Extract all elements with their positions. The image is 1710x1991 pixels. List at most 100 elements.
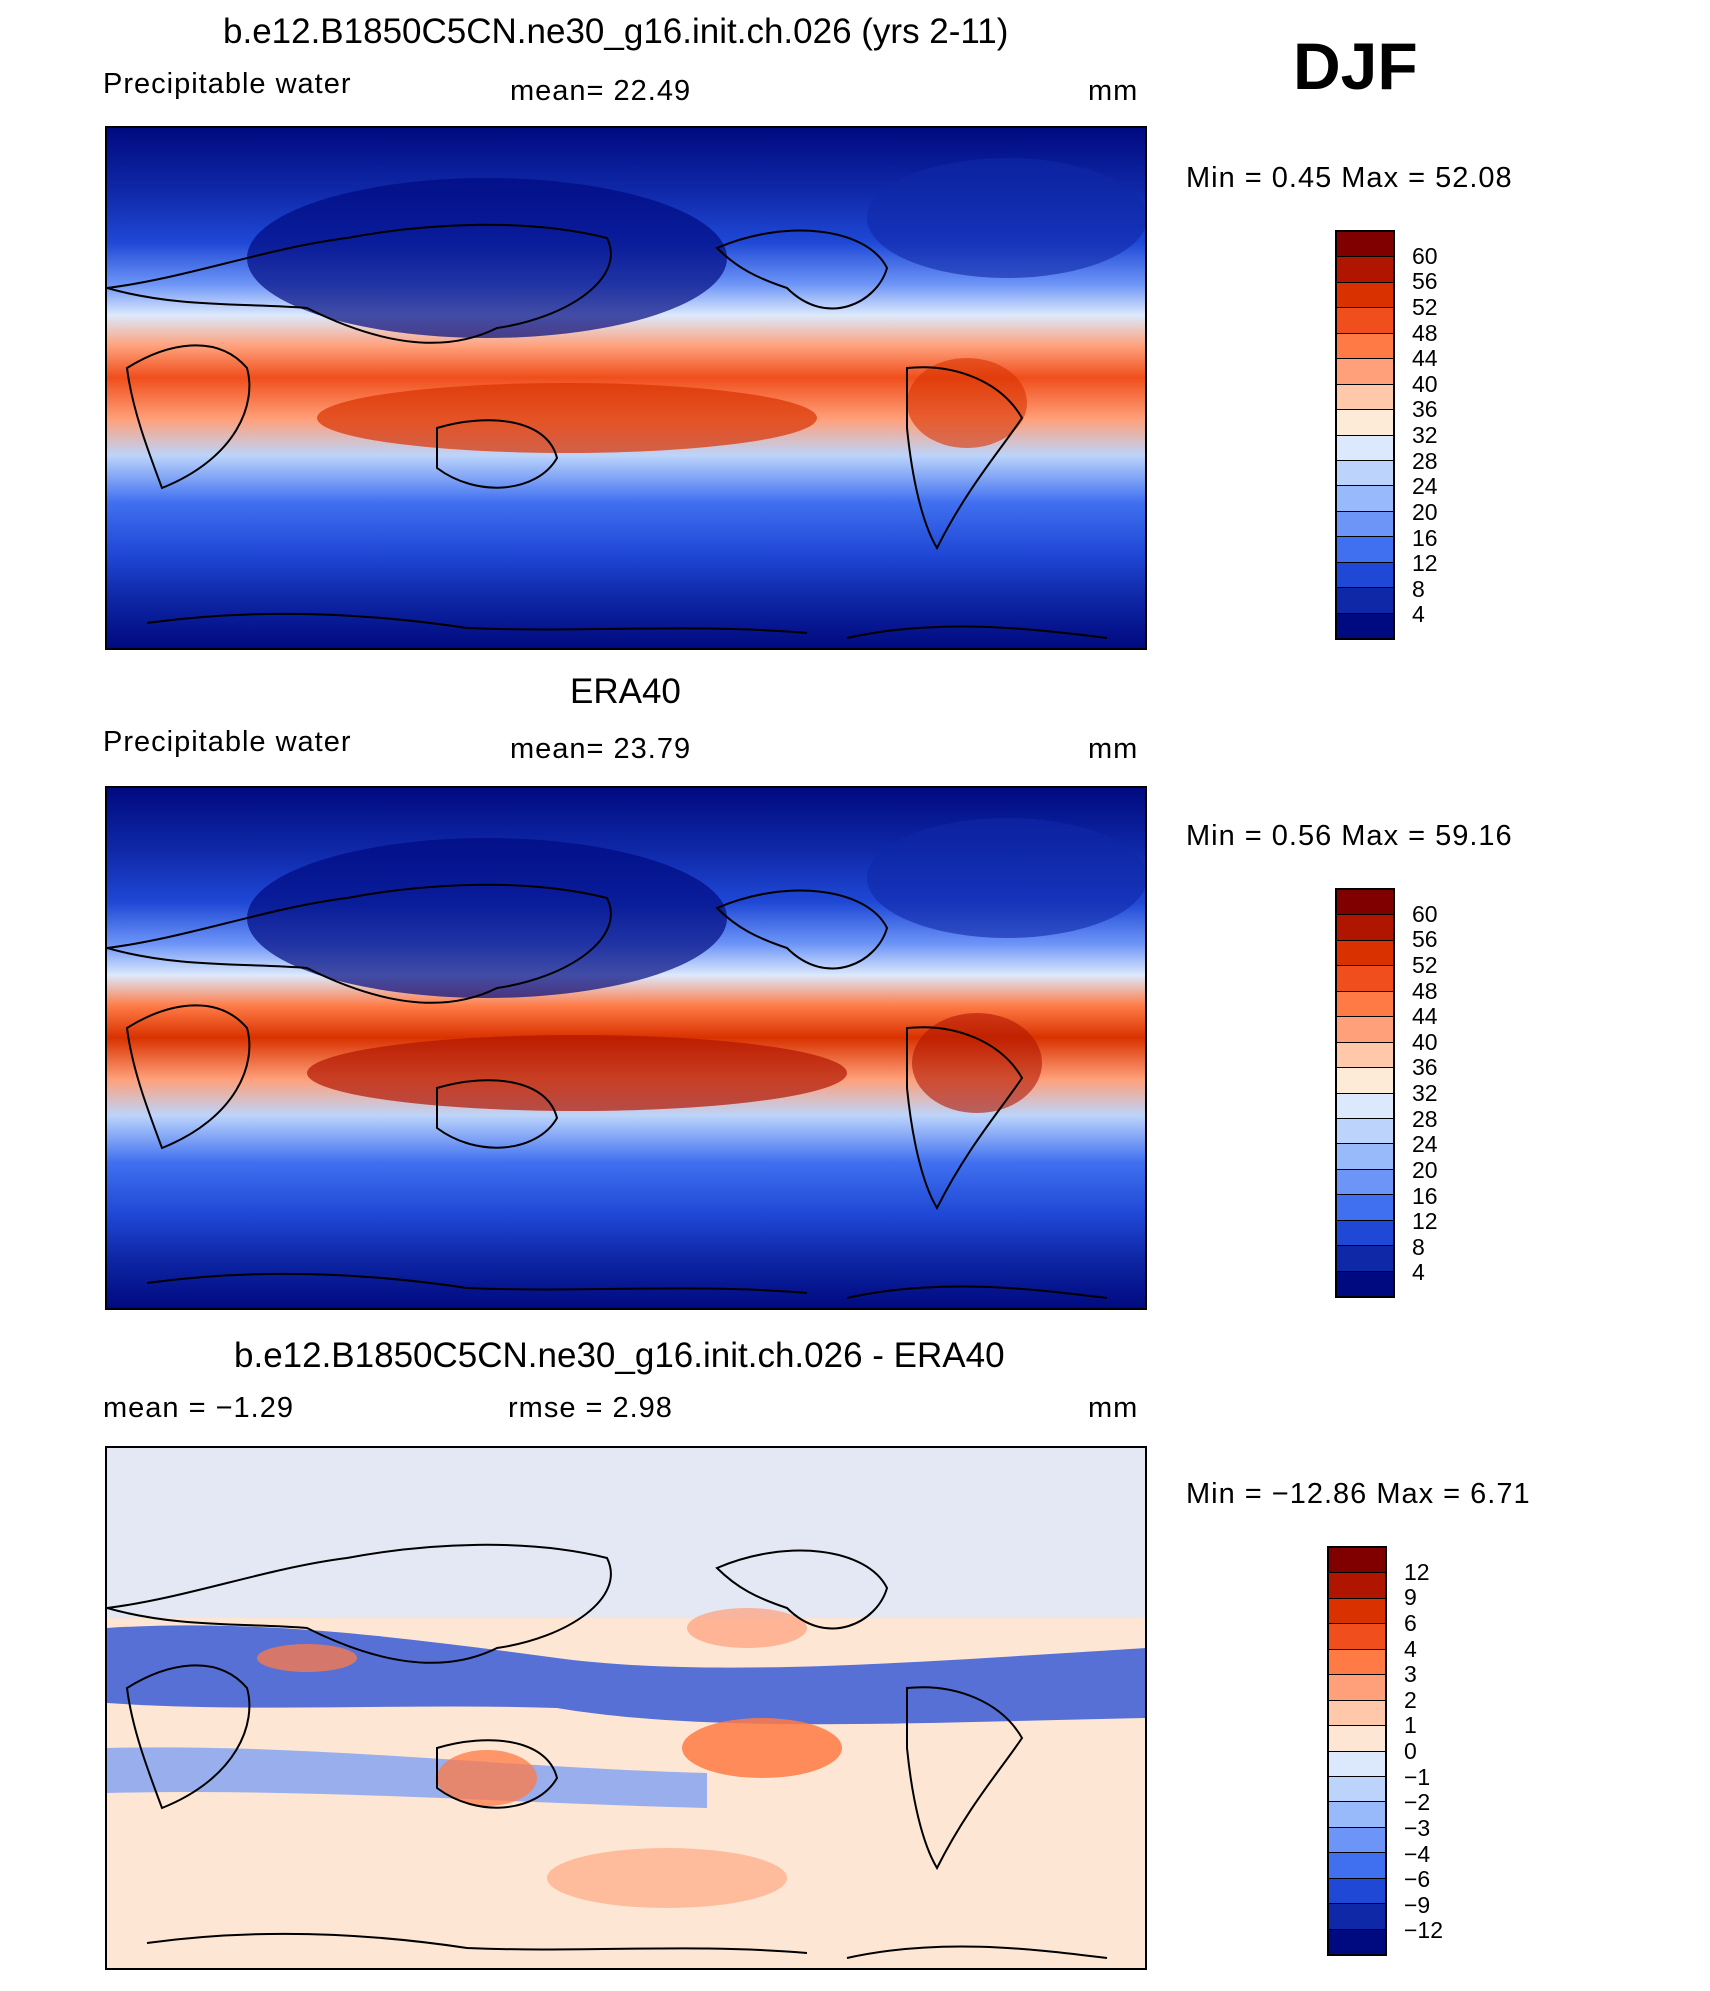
colorbar-tick-label: −6 — [1404, 1866, 1431, 1893]
colorbar-swatch — [1337, 511, 1393, 538]
panel3-rmse: rmse = 2.98 — [508, 1392, 673, 1424]
colorbar-swatch — [1329, 1700, 1385, 1727]
colorbar-swatch — [1337, 435, 1393, 461]
colorbar-swatch — [1329, 1878, 1385, 1905]
colorbar-swatch — [1337, 537, 1393, 563]
panel1-field-label: Precipitable water — [103, 68, 352, 100]
colorbar-swatch — [1337, 915, 1393, 941]
colorbar-tick-label: −9 — [1404, 1891, 1431, 1918]
colorbar-swatch — [1337, 1169, 1393, 1196]
colorbar-tick-label: 2 — [1404, 1686, 1417, 1713]
colorbar-tick-label: −12 — [1404, 1917, 1444, 1944]
colorbar-tick-label: 4 — [1404, 1635, 1417, 1662]
colorbar-swatch — [1337, 308, 1393, 334]
colorbar-swatch — [1329, 1802, 1385, 1828]
colorbar-tick-label: −2 — [1404, 1789, 1431, 1816]
colorbar-swatch — [1337, 1271, 1393, 1296]
colorbar-swatch — [1337, 991, 1393, 1018]
panel1-colorbar — [1335, 230, 1395, 640]
colorbar-tick-label: 4 — [1412, 601, 1425, 628]
colorbar-tick-label: 16 — [1412, 1182, 1438, 1209]
colorbar-tick-label: −4 — [1404, 1840, 1431, 1867]
panel3-mean: mean = −1.29 — [103, 1392, 294, 1424]
panel1-coastlines — [107, 223, 1108, 639]
colorbar-swatch — [1337, 1195, 1393, 1221]
colorbar-swatch — [1337, 1093, 1393, 1119]
colorbar-swatch — [1329, 1853, 1385, 1879]
panel2-map-field — [107, 788, 1145, 1308]
colorbar-tick-label: 56 — [1412, 926, 1438, 953]
colorbar-tick-label: 28 — [1412, 447, 1438, 474]
colorbar-tick-label: 36 — [1412, 396, 1438, 423]
colorbar-tick-label: 56 — [1412, 268, 1438, 295]
colorbar-tick-label: 20 — [1412, 498, 1438, 525]
panel3-units: mm — [1088, 1392, 1139, 1424]
colorbar-tick-label: 3 — [1404, 1661, 1417, 1688]
panel2-minmax: Min = 0.56 Max = 59.16 — [1186, 820, 1513, 852]
colorbar-tick-label: −1 — [1404, 1763, 1431, 1790]
colorbar-tick-label: 16 — [1412, 524, 1438, 551]
panel2-map — [105, 786, 1147, 1310]
colorbar-tick-label: 60 — [1412, 242, 1438, 269]
colorbar-tick-label: 52 — [1412, 293, 1438, 320]
colorbar-tick-label: 12 — [1404, 1558, 1430, 1585]
colorbar-swatch — [1329, 1548, 1385, 1574]
colorbar-swatch — [1337, 890, 1393, 916]
colorbar-tick-label: 32 — [1412, 422, 1438, 448]
panel3-coastlines — [107, 1543, 1108, 1959]
colorbar-swatch — [1337, 1017, 1393, 1043]
colorbar-tick-label: 36 — [1412, 1054, 1438, 1081]
colorbar-swatch — [1329, 1827, 1385, 1854]
colorbar-tick-label: 1 — [1404, 1712, 1417, 1739]
colorbar-swatch — [1337, 1118, 1393, 1145]
colorbar-tick-label: 44 — [1412, 1003, 1438, 1030]
colorbar-swatch — [1337, 384, 1393, 411]
panel1-map-field — [107, 128, 1145, 648]
colorbar-swatch — [1337, 562, 1393, 589]
colorbar-swatch — [1337, 588, 1393, 614]
colorbar-tick-label: 8 — [1412, 1233, 1425, 1260]
colorbar-swatch — [1337, 1068, 1393, 1094]
panel2-units: mm — [1088, 733, 1139, 765]
colorbar-swatch — [1337, 410, 1393, 436]
colorbar-swatch — [1337, 232, 1393, 258]
colorbar-tick-label: 60 — [1412, 900, 1438, 927]
colorbar-swatch — [1337, 966, 1393, 992]
panel1-mean: mean= 22.49 — [510, 75, 692, 107]
colorbar-tick-label: 40 — [1412, 370, 1438, 397]
panel2-coastlines — [107, 883, 1108, 1299]
season-label: DJF — [1293, 29, 1418, 103]
colorbar-tick-label: 8 — [1412, 575, 1425, 602]
colorbar-tick-label: 0 — [1404, 1738, 1417, 1764]
colorbar-swatch — [1329, 1675, 1385, 1701]
colorbar-swatch — [1337, 1246, 1393, 1272]
panel1-minmax: Min = 0.45 Max = 52.08 — [1186, 162, 1513, 194]
colorbar-swatch — [1337, 1144, 1393, 1170]
colorbar-swatch — [1329, 1751, 1385, 1777]
colorbar-tick-label: 6 — [1404, 1609, 1417, 1636]
colorbar-swatch — [1329, 1649, 1385, 1676]
colorbar-tick-label: 24 — [1412, 1131, 1438, 1158]
colorbar-swatch — [1337, 333, 1393, 360]
panel2-field-label: Precipitable water — [103, 726, 352, 758]
colorbar-swatch — [1329, 1904, 1385, 1930]
colorbar-swatch — [1337, 486, 1393, 512]
panel3-colorbar — [1327, 1546, 1387, 1956]
panel1-map — [105, 126, 1147, 650]
colorbar-tick-label: 48 — [1412, 319, 1438, 346]
colorbar-tick-label: 28 — [1412, 1105, 1438, 1132]
colorbar-tick-label: 40 — [1412, 1028, 1438, 1055]
panel3-minmax: Min = −12.86 Max = 6.71 — [1186, 1478, 1531, 1510]
colorbar-tick-label: 48 — [1412, 977, 1438, 1004]
colorbar-tick-label: 24 — [1412, 473, 1438, 500]
panel3-map-field — [107, 1448, 1145, 1968]
colorbar-swatch — [1329, 1776, 1385, 1803]
colorbar-tick-label: 32 — [1412, 1080, 1438, 1106]
colorbar-tick-label: 52 — [1412, 951, 1438, 978]
colorbar-swatch — [1337, 359, 1393, 385]
colorbar-swatch — [1329, 1573, 1385, 1599]
colorbar-swatch — [1337, 613, 1393, 638]
colorbar-swatch — [1329, 1929, 1385, 1954]
panel2-mean: mean= 23.79 — [510, 733, 692, 765]
colorbar-tick-label: 9 — [1404, 1584, 1417, 1611]
